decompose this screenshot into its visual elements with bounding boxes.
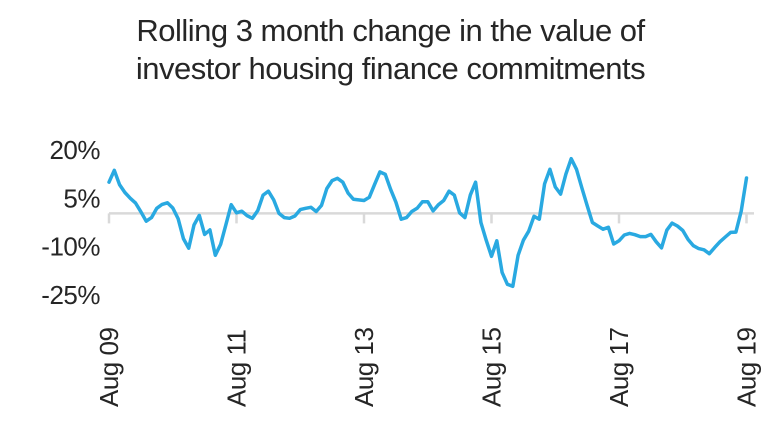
- y-axis-label: 20%: [49, 135, 100, 165]
- x-axis-label: Aug 09: [94, 328, 124, 407]
- x-axis-label: Aug 19: [732, 328, 762, 407]
- chart-title: Rolling 3 month change in the value of i…: [0, 12, 781, 88]
- x-axis-label: Aug 17: [604, 328, 634, 407]
- y-axis-label: -25%: [41, 280, 100, 310]
- chart-title-line2: investor housing finance commitments: [135, 51, 646, 86]
- y-axis-label: 5%: [63, 183, 100, 213]
- data-line-series: [107, 156, 749, 289]
- chart-title-line1: Rolling 3 month change in the value of: [136, 13, 645, 48]
- x-axis-label: Aug 15: [477, 328, 507, 407]
- y-axis-label: -10%: [41, 232, 100, 262]
- x-axis-label: Aug 11: [222, 329, 252, 407]
- x-axis-label: Aug 13: [349, 328, 379, 407]
